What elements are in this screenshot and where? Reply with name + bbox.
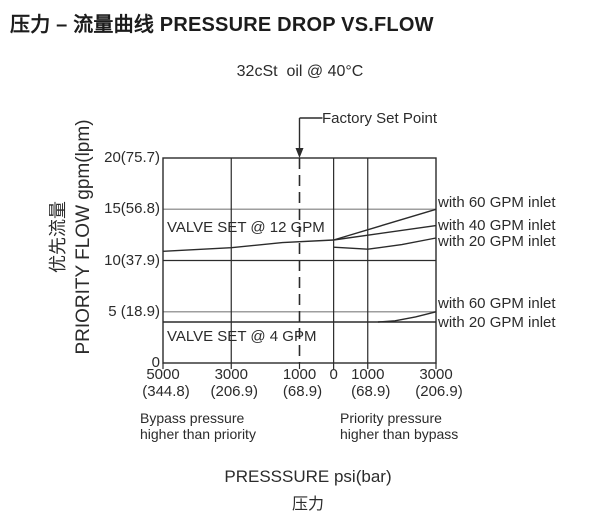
curve-inlet-label: with 20 GPM inlet [438,314,556,331]
x-tick-psi-label: 0 [329,366,338,383]
y-axis-label: PRIORITY FLOW gpm(lpm) [73,119,94,355]
bypass-region-note: Bypass pressure higher than priority [140,410,256,442]
x-tick-bar-label: (68.9) [282,383,323,400]
x-tick-psi-label: 3000 [419,366,453,383]
x-tick-bar-label: (344.8) [142,383,190,400]
y-tick-label: 10(37.9) [104,251,160,269]
chart-subtitle: 32cSt oil @ 40°C [236,63,364,80]
x-tick-psi-label: 5000 [146,366,180,383]
x-tick-psi-label: 3000 [214,366,248,383]
curve [377,311,437,323]
x-tick-bar-label: (68.9) [351,383,391,400]
curve [333,224,437,241]
y-tick-label: 20(75.7) [104,149,160,166]
curve [162,239,334,252]
factory-set-point-label: Factory Set Point [322,110,438,127]
plot-area [162,117,437,369]
curve [333,208,437,241]
curve-inlet-label: with 20 GPM inlet [438,233,556,250]
y-tick-label: 0 [151,354,160,371]
x-axis-label: PRESSSURE psi(bar) [224,467,392,486]
valve-set-4-annotation: VALVE SET @ 4 GPM [167,328,317,345]
x-tick-bar-label: (206.9) [415,383,463,400]
x-tick-psi-label: 1000 [351,366,385,383]
down-arrow-icon [295,148,304,158]
y-tick-label: 5 (18.9) [108,302,160,320]
y-tick-label: 15(56.8) [104,200,160,218]
priority-region-note: Priority pressure higher than bypass [340,410,459,442]
valve-set-12-annotation: VALVE SET @ 12 GPM [167,219,325,236]
x-axis-label-chinese: 压力 [291,496,324,513]
curve-inlet-label: with 60 GPM inlet [438,194,556,211]
y-axis-label-chinese: 优先流量 [48,201,68,273]
chart-title: 压力 – 流量曲线 PRESSURE DROP VS.FLOW [10,14,434,36]
curve-inlet-label: with 40 GPM inlet [438,217,556,234]
x-tick-psi-label: 1000 [282,366,317,383]
x-tick-bar-label: (206.9) [210,383,259,400]
curve-inlet-label: with 60 GPM inlet [438,295,556,312]
curve [333,237,437,250]
